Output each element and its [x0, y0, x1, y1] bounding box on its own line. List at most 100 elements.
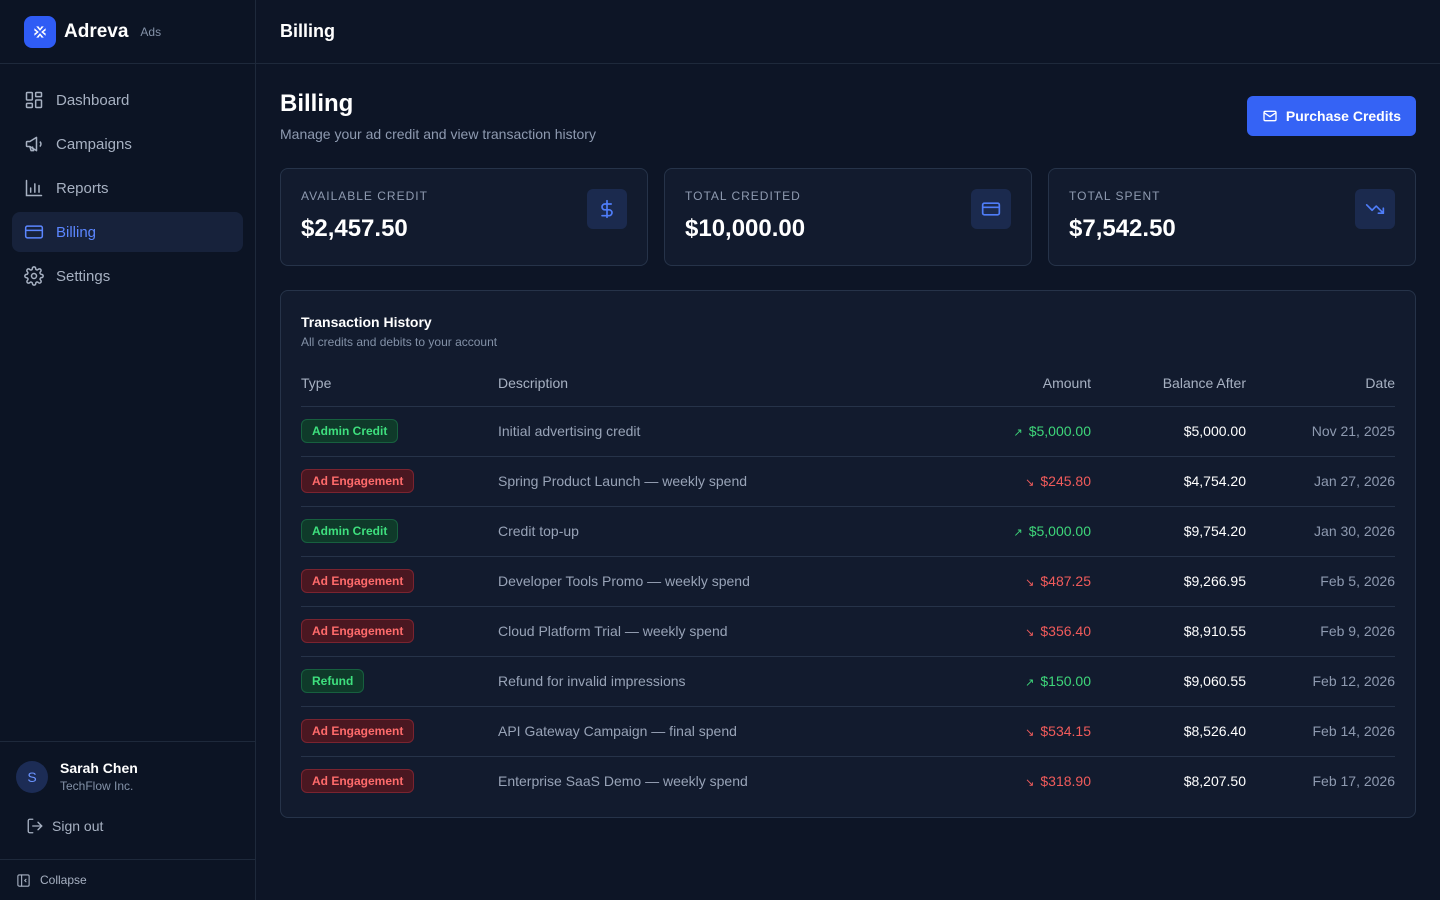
amount-value: $245.80: [1040, 473, 1091, 489]
collapse-button[interactable]: Collapse: [0, 859, 255, 900]
type-badge: Admin Credit: [301, 419, 399, 443]
arrow-down-right-icon: ↘: [1025, 577, 1035, 589]
balance-cell: $8,910.55: [1091, 606, 1246, 657]
balance-cell: $8,526.40: [1091, 706, 1246, 757]
megaphone-icon: [25, 136, 42, 152]
description-cell: Credit top-up: [498, 506, 898, 557]
sidebar-item-campaigns[interactable]: Campaigns: [12, 124, 243, 164]
brand[interactable]: Adreva Ads: [0, 0, 255, 64]
sidebar-nav: Dashboard Campaigns Reports Billing Sett…: [0, 64, 255, 316]
gear-icon: [24, 266, 44, 286]
table-row: Ad Engagement Cloud Platform Trial — week…: [301, 606, 1395, 657]
credit-card-icon: [24, 225, 44, 239]
table-row: Ad Engagement API Gateway Campaign — fina…: [301, 706, 1395, 757]
column-header-amount: Amount: [898, 364, 1091, 407]
brand-name: Adreva: [64, 20, 129, 42]
description-cell: Developer Tools Promo — weekly spend: [498, 556, 898, 607]
table-row: Admin Credit Credit top-up ↗ $5,000.00 $9,75…: [301, 506, 1395, 557]
date-cell: Feb 9, 2026: [1246, 606, 1395, 657]
balance-cell: $9,060.55: [1091, 656, 1246, 707]
column-header-type: Type: [301, 364, 498, 407]
stat-value: $10,000.00: [685, 215, 806, 242]
stat-value: $2,457.50: [301, 215, 408, 242]
date-cell: Feb 5, 2026: [1246, 556, 1395, 607]
sidebar-item-dashboard[interactable]: Dashboard: [12, 80, 243, 120]
stat-label: TOTAL CREDITED: [685, 189, 801, 203]
amount-value: $318.90: [1040, 773, 1091, 790]
logo-icon: [24, 15, 56, 48]
purchase-credits-button[interactable]: Purchase Credits: [1247, 96, 1416, 136]
amount-value: $5,000.00: [1028, 423, 1091, 439]
arrow-down-right-icon: ↘: [1025, 777, 1035, 790]
amount-cell: ↘ $487.25: [898, 556, 1091, 607]
sidebar-item-label: Campaigns: [56, 135, 132, 153]
transaction-history-panel: Transaction History All credits and debi…: [280, 290, 1416, 818]
balance-cell: $5,000.00: [1091, 406, 1246, 457]
column-header-date: Date: [1246, 364, 1395, 407]
user-profile[interactable]: S Sarah Chen TechFlow Inc.: [16, 760, 239, 793]
date-cell: Feb 14, 2026: [1246, 706, 1395, 757]
balance-cell: $4,754.20: [1091, 456, 1246, 507]
amount-value: $534.15: [1040, 723, 1091, 739]
arrow-up-right-icon: ↗: [1013, 427, 1023, 439]
sidebar-item-reports[interactable]: Reports: [12, 168, 243, 208]
amount-cell: ↘ $318.90: [898, 756, 1091, 806]
mail-icon: [1263, 110, 1277, 122]
stat-label: TOTAL SPENT: [1069, 189, 1161, 203]
amount-cell: ↘ $356.40: [898, 606, 1091, 657]
sign-out-button[interactable]: Sign out: [26, 817, 239, 835]
amount-cell: ↘ $245.80: [898, 456, 1091, 507]
collapse-sidebar-icon: [17, 873, 30, 887]
table-row: Admin Credit Initial advertising credit ↗ $…: [301, 406, 1395, 457]
balance-cell: $9,266.95: [1091, 556, 1246, 607]
dollar-icon: [587, 189, 627, 229]
type-badge: Ad Engagement: [301, 719, 415, 743]
sign-out-icon: [27, 818, 43, 834]
amount-cell: ↗ $5,000.00: [898, 406, 1091, 457]
stat-label: AVAILABLE CREDIT: [301, 189, 428, 203]
description-cell: Refund for invalid impressions: [498, 656, 898, 707]
description-cell: Enterprise SaaS Demo — weekly spend: [498, 773, 748, 790]
table-row: Ad Engagement Spring Product Launch — wee…: [301, 456, 1395, 507]
top-bar: Billing: [256, 0, 1440, 64]
column-header-balance: Balance After: [1091, 364, 1246, 407]
sidebar-item-settings[interactable]: Settings: [12, 256, 243, 296]
panel-subtitle: All credits and debits to your account: [301, 335, 498, 349]
arrow-down-right-icon: ↘: [1025, 627, 1035, 639]
description-cell: API Gateway Campaign — final spend: [498, 706, 898, 757]
table-header-row: Type Description Amount Balance After Da…: [301, 364, 1395, 407]
type-badge: Ad Engagement: [301, 769, 415, 794]
table-row: Ad Engagement Enterprise SaaS Demo — week…: [301, 756, 1395, 806]
sidebar-item-label: Billing: [56, 223, 97, 241]
sidebar-item-billing[interactable]: Billing: [12, 212, 243, 252]
arrow-up-right-icon: ↗: [1013, 527, 1023, 539]
sign-out-label: Sign out: [52, 818, 104, 834]
table-row: Refund Refund for invalid impressions ↗ $15…: [301, 656, 1395, 707]
type-badge: Admin Credit: [301, 519, 399, 543]
amount-value: $356.40: [1040, 623, 1091, 639]
avatar: S: [16, 760, 48, 793]
balance-cell: $8,207.50: [1183, 773, 1246, 790]
amount-cell: ↗ $150.00: [898, 656, 1091, 707]
page-subtitle: Manage your ad credit and view transacti…: [280, 126, 596, 142]
page-title: Billing: [280, 90, 354, 117]
date-cell: Jan 30, 2026: [1246, 506, 1395, 557]
date-cell: Jan 27, 2026: [1246, 456, 1395, 507]
date-cell: Feb 12, 2026: [1246, 656, 1395, 707]
type-badge: Ad Engagement: [301, 569, 415, 593]
type-badge: Ad Engagement: [301, 619, 415, 643]
brand-tag: Ads: [140, 25, 162, 39]
dashboard-icon: [25, 91, 43, 109]
arrow-up-right-icon: ↗: [1025, 677, 1035, 689]
user-org: TechFlow Inc.: [60, 779, 134, 793]
amount-value: $5,000.00: [1028, 523, 1091, 539]
description-cell: Spring Product Launch — weekly spend: [498, 456, 898, 507]
date-cell: Nov 21, 2025: [1246, 406, 1395, 457]
transactions-table: Type Description Amount Balance After Da…: [301, 364, 1395, 806]
panel-title: Transaction History: [301, 314, 432, 330]
balance-cell: $9,754.20: [1091, 506, 1246, 557]
user-name: Sarah Chen: [60, 760, 138, 776]
trending-down-icon: [1355, 189, 1395, 229]
amount-cell: ↗ $5,000.00: [898, 506, 1091, 557]
type-badge: Refund: [301, 669, 365, 693]
